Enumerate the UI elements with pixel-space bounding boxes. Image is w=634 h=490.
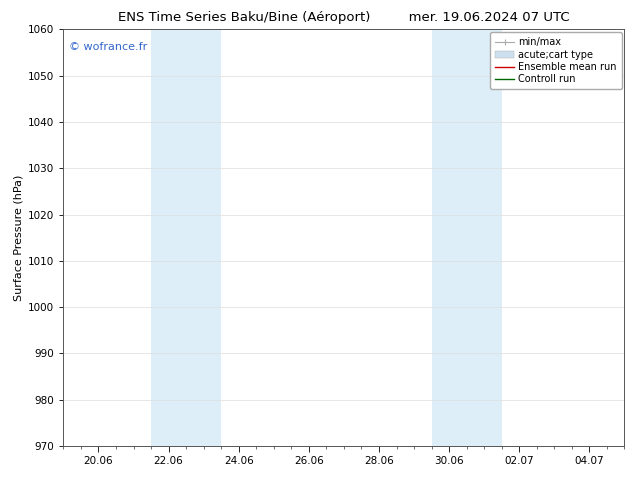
Y-axis label: Surface Pressure (hPa): Surface Pressure (hPa) bbox=[14, 174, 24, 301]
Bar bbox=[151, 29, 221, 446]
Title: ENS Time Series Baku/Bine (Aéroport)         mer. 19.06.2024 07 UTC: ENS Time Series Baku/Bine (Aéroport) mer… bbox=[118, 11, 570, 24]
Bar bbox=[432, 29, 501, 446]
Legend: min/max, acute;cart type, Ensemble mean run, Controll run: min/max, acute;cart type, Ensemble mean … bbox=[490, 32, 621, 89]
Text: © wofrance.fr: © wofrance.fr bbox=[69, 42, 147, 52]
